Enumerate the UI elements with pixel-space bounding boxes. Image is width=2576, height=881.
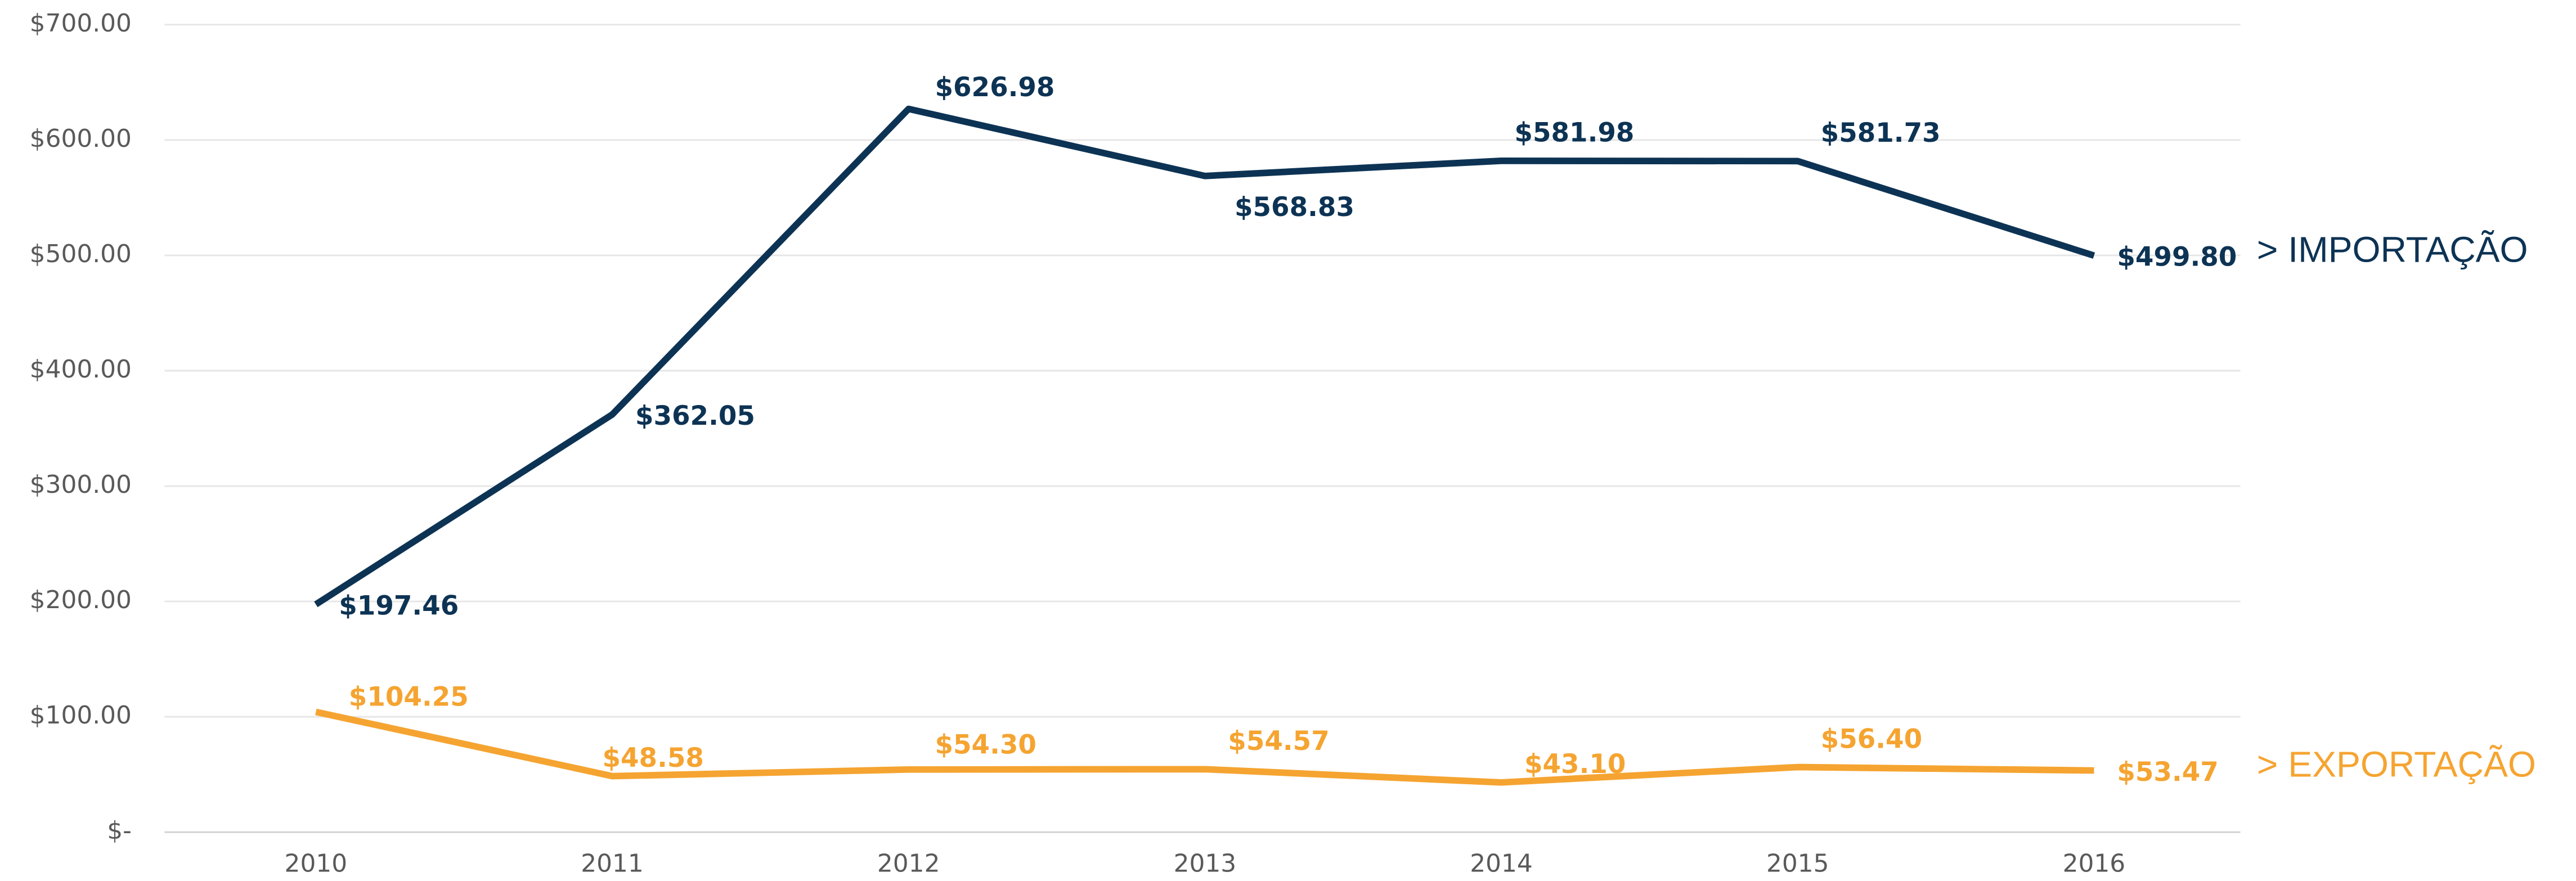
data-label: $626.98 [935,73,1054,103]
data-label: $104.25 [349,682,469,713]
data-label: $54.57 [1228,726,1329,757]
y-tick-label: $400.00 [30,355,132,384]
data-label: $197.46 [339,591,459,622]
y-tick-label: $200.00 [30,586,132,614]
x-tick-label: 2013 [1174,849,1237,878]
data-label: $568.83 [1235,192,1354,223]
x-tick-label: 2016 [2063,849,2126,878]
x-tick-label: 2012 [877,849,940,878]
y-tick-label: $700.00 [30,9,132,38]
x-tick-label: 2015 [1766,849,1829,878]
data-label: $581.73 [1821,118,1941,149]
y-tick-label: $300.00 [30,470,132,499]
y-tick-label: $100.00 [30,701,132,730]
series-name: > EXPORTAÇÃO [2257,744,2536,785]
data-label: $499.80 [2117,242,2237,273]
x-tick-label: 2010 [285,849,348,878]
data-label: $56.40 [1821,724,1922,754]
data-label: $581.98 [1514,118,1634,149]
y-tick-label: $- [107,816,132,845]
x-tick-label: 2011 [581,849,644,878]
x-tick-label: 2014 [1470,849,1533,878]
series-line [315,708,2094,786]
series-name: > IMPORTAÇÃO [2257,229,2528,269]
data-label: $362.05 [635,401,755,431]
data-label: $48.58 [602,743,703,774]
data-label: $53.47 [2117,757,2218,788]
y-tick-label: $500.00 [30,240,132,268]
data-label: $54.30 [935,730,1036,760]
data-label: $43.10 [1524,749,1626,780]
series-line [314,105,2095,608]
y-tick-label: $600.00 [30,124,132,153]
